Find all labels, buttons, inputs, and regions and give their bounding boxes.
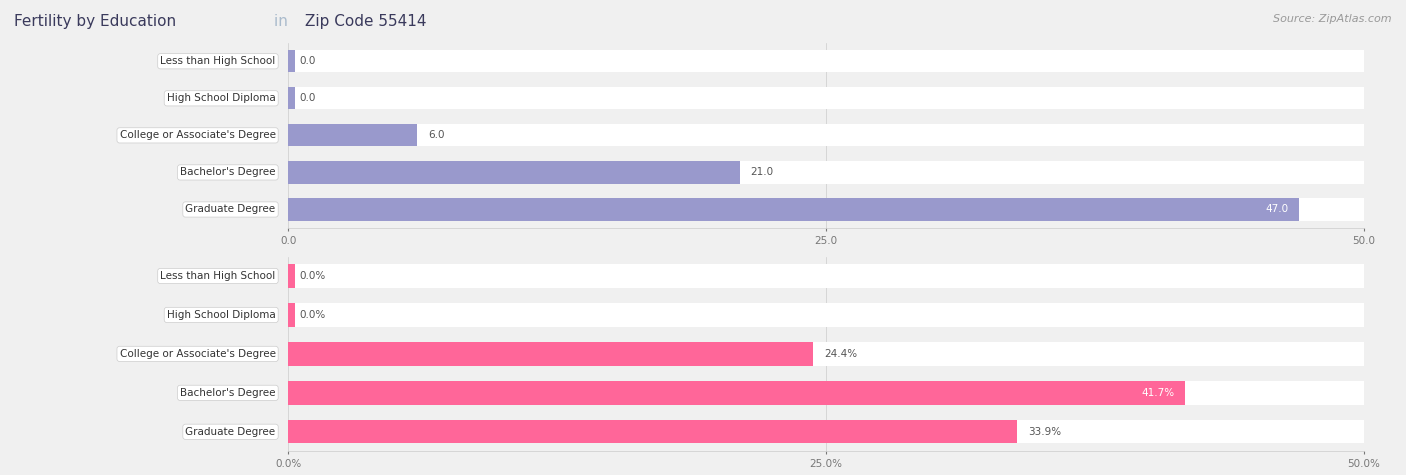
- Bar: [288, 199, 1364, 220]
- Bar: [288, 124, 1364, 146]
- Text: 0.0: 0.0: [299, 93, 315, 104]
- Text: College or Associate's Degree: College or Associate's Degree: [120, 349, 276, 359]
- Bar: [288, 199, 1299, 220]
- Text: 0.0%: 0.0%: [299, 310, 325, 320]
- Bar: [288, 264, 1364, 288]
- Text: College or Associate's Degree: College or Associate's Degree: [120, 130, 276, 141]
- Text: Bachelor's Degree: Bachelor's Degree: [180, 388, 276, 398]
- Text: 47.0: 47.0: [1265, 204, 1288, 215]
- Text: 41.7%: 41.7%: [1142, 388, 1174, 398]
- Text: Source: ZipAtlas.com: Source: ZipAtlas.com: [1274, 14, 1392, 24]
- Bar: [288, 50, 295, 72]
- Bar: [288, 420, 1364, 444]
- Text: Graduate Degree: Graduate Degree: [186, 204, 276, 215]
- Bar: [288, 87, 295, 109]
- Text: in: in: [274, 14, 292, 29]
- Bar: [288, 162, 1364, 183]
- Bar: [288, 342, 1364, 366]
- Text: Less than High School: Less than High School: [160, 56, 276, 66]
- Text: 6.0: 6.0: [427, 130, 444, 141]
- Bar: [288, 50, 1364, 72]
- Text: High School Diploma: High School Diploma: [167, 310, 276, 320]
- Text: Bachelor's Degree: Bachelor's Degree: [180, 167, 276, 178]
- Bar: [288, 381, 1364, 405]
- Text: 0.0: 0.0: [299, 56, 315, 66]
- Text: Less than High School: Less than High School: [160, 271, 276, 281]
- Text: Graduate Degree: Graduate Degree: [186, 427, 276, 437]
- Bar: [288, 264, 295, 288]
- Text: Fertility by Education: Fertility by Education: [14, 14, 181, 29]
- Text: 33.9%: 33.9%: [1028, 427, 1062, 437]
- Text: 21.0: 21.0: [751, 167, 773, 178]
- Bar: [288, 162, 740, 183]
- Bar: [288, 303, 295, 327]
- Bar: [288, 303, 1364, 327]
- Bar: [288, 342, 813, 366]
- Bar: [288, 124, 418, 146]
- Text: 0.0%: 0.0%: [299, 271, 325, 281]
- Text: 24.4%: 24.4%: [824, 349, 858, 359]
- Bar: [288, 381, 1185, 405]
- Bar: [288, 87, 1364, 109]
- Bar: [288, 420, 1018, 444]
- Text: Zip Code 55414: Zip Code 55414: [305, 14, 426, 29]
- Text: High School Diploma: High School Diploma: [167, 93, 276, 104]
